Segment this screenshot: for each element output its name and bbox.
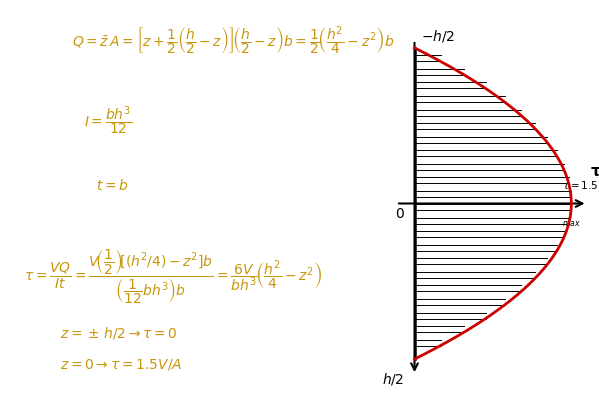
Text: $_{max}$: $_{max}$ bbox=[562, 219, 581, 229]
Text: $z = \pm\, h/2 \rightarrow \tau = 0$: $z = \pm\, h/2 \rightarrow \tau = 0$ bbox=[60, 325, 177, 341]
Text: $Q = \bar{z}\,A = \left[z + \dfrac{1}{2}\left(\dfrac{h}{2} - z\right)\right]\!\l: $Q = \bar{z}\,A = \left[z + \dfrac{1}{2}… bbox=[72, 24, 395, 57]
Text: $-h/2$: $-h/2$ bbox=[422, 28, 455, 44]
Text: $\tau = 1.5V/A$: $\tau = 1.5V/A$ bbox=[562, 178, 599, 192]
Text: $0$: $0$ bbox=[395, 207, 406, 221]
Text: $\tau = \dfrac{VQ}{It} = \dfrac{V\!\left(\dfrac{1}{2}\right)\!\left[(h^2/4) - z^: $\tau = \dfrac{VQ}{It} = \dfrac{V\!\left… bbox=[24, 247, 322, 306]
Text: $z = 0 \rightarrow \tau = 1.5V/A$: $z = 0 \rightarrow \tau = 1.5V/A$ bbox=[60, 357, 182, 372]
Text: $I = \dfrac{bh^3}{12}$: $I = \dfrac{bh^3}{12}$ bbox=[84, 104, 132, 137]
Text: $\mathbf{\tau}$: $\mathbf{\tau}$ bbox=[590, 164, 599, 179]
Text: $t = b$: $t = b$ bbox=[96, 178, 128, 193]
Text: $h/2$: $h/2$ bbox=[382, 371, 404, 387]
